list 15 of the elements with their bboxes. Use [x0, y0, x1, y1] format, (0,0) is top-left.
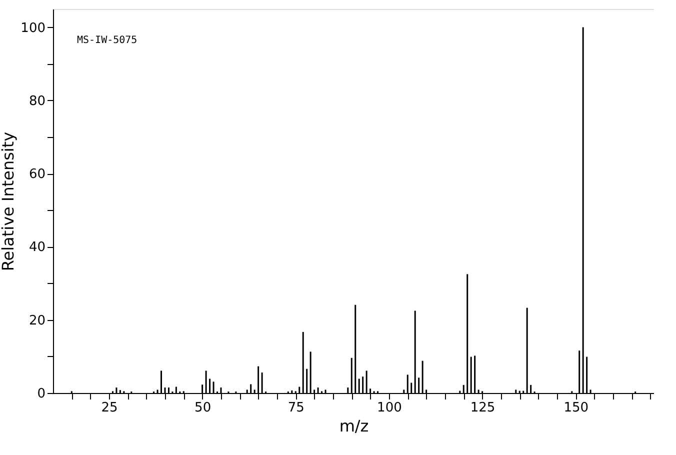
x-tick-label: 150 [564, 400, 589, 416]
x-tick-label: 25 [101, 400, 118, 416]
annotation: MS-IW-5075 [77, 35, 138, 46]
y-tick-label: 80 [28, 94, 46, 109]
y-tick-label: 60 [28, 167, 46, 182]
y-tick-label: 100 [20, 20, 46, 36]
y-tick-label: 20 [28, 313, 46, 328]
x-tick-label: 125 [470, 400, 496, 416]
y-axis-title: Relative Intensity [0, 132, 18, 272]
x-tick-label: 50 [194, 400, 212, 416]
y-tick-label: 0 [37, 386, 46, 402]
y-tick-label: 40 [28, 240, 46, 256]
x-tick-label: 100 [377, 400, 402, 416]
x-tick-label: 75 [288, 400, 304, 416]
x-axis-title: m/z [339, 416, 369, 436]
